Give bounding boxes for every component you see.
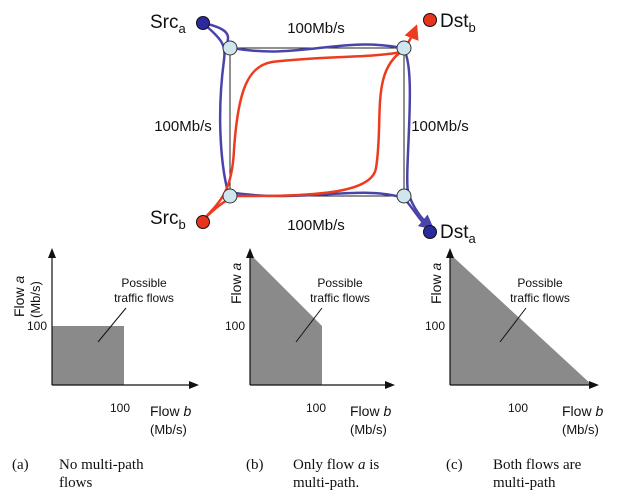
caption-c-text: Both flows are multi-path — [493, 457, 582, 491]
caption-b-letter: (b) — [246, 457, 264, 473]
tick-y-100-b: 100 — [225, 319, 245, 333]
annotation-c-2: traffic flows — [510, 291, 570, 305]
ylabel-c: Flow a — [428, 263, 444, 304]
node-dst-b — [423, 13, 437, 27]
annotation-a-1: Possible — [121, 276, 167, 290]
xlabel-c: Flow b — [562, 403, 603, 419]
annotation-a-2: traffic flows — [114, 291, 174, 305]
caption-a-text: No multi-path flows — [59, 457, 144, 491]
caption-a-letter: (a) — [12, 457, 29, 473]
ylabel-b: Flow a — [228, 263, 244, 304]
annotation-b-2: traffic flows — [310, 291, 370, 305]
region-c — [450, 254, 592, 385]
caption-b-text: Only flow a is multi-path. — [293, 457, 380, 491]
caption-c-letter: (c) — [446, 457, 463, 473]
plot-a: 100 100 Flow a (Mb/s) Flow b (Mb/s) Poss… — [11, 248, 199, 437]
xunit-b: (Mb/s) — [350, 422, 387, 437]
node-src-b — [196, 215, 210, 229]
node-src-a — [196, 16, 210, 30]
plot-c: 100 100 Flow a Flow b (Mb/s) Possible tr… — [425, 248, 603, 437]
label-src-a: Srca — [150, 12, 187, 36]
tick-y-100-c: 100 — [425, 319, 445, 333]
link-label-top: 100Mb/s — [287, 20, 345, 37]
router-top-left — [222, 40, 238, 56]
annotation-c-1: Possible — [517, 276, 563, 290]
tick-x-100-b: 100 — [306, 401, 326, 415]
ylabel-a: Flow a — [11, 276, 27, 317]
caption-a: (a) No multi-path flows — [12, 456, 202, 492]
link-label-right: 100Mb/s — [411, 118, 469, 135]
tick-x-100-a: 100 — [110, 401, 130, 415]
annotation-pointer-a — [97, 307, 127, 343]
tick-x-100-c: 100 — [508, 401, 528, 415]
annotation-b-1: Possible — [317, 276, 363, 290]
region-b — [250, 254, 322, 385]
annotation-pointer-c — [499, 307, 527, 343]
router-bottom-left — [222, 188, 238, 204]
xunit-a: (Mb/s) — [150, 422, 187, 437]
annotation-pointer-b — [295, 307, 323, 343]
label-dst-b: Dstb — [440, 11, 476, 35]
tick-y-100-a: 100 — [27, 319, 47, 333]
router-bottom-right — [396, 188, 412, 204]
plot-b: 100 100 Flow a Flow b (Mb/s) Possible tr… — [225, 248, 395, 437]
region-a — [52, 326, 124, 385]
link-label-left: 100Mb/s — [154, 118, 212, 135]
flow-b-path-left-top — [202, 50, 403, 221]
caption-b: (b) Only flow a is multi-path. — [246, 456, 436, 492]
caption-c: (c) Both flows are multi-path — [446, 456, 616, 492]
router-top-right — [396, 40, 412, 56]
network-diagram: Srca Dstb Srcb Dsta 100Mb/s 100Mb/s 100M… — [150, 11, 477, 246]
label-src-b: Srcb — [150, 208, 186, 232]
node-dst-a — [423, 225, 437, 239]
xunit-c: (Mb/s) — [562, 422, 599, 437]
yunit-a: (Mb/s) — [28, 281, 43, 318]
xlabel-b: Flow b — [350, 403, 391, 419]
xlabel-a: Flow b — [150, 403, 191, 419]
label-dst-a: Dsta — [440, 222, 477, 246]
link-label-bottom: 100Mb/s — [287, 217, 345, 234]
